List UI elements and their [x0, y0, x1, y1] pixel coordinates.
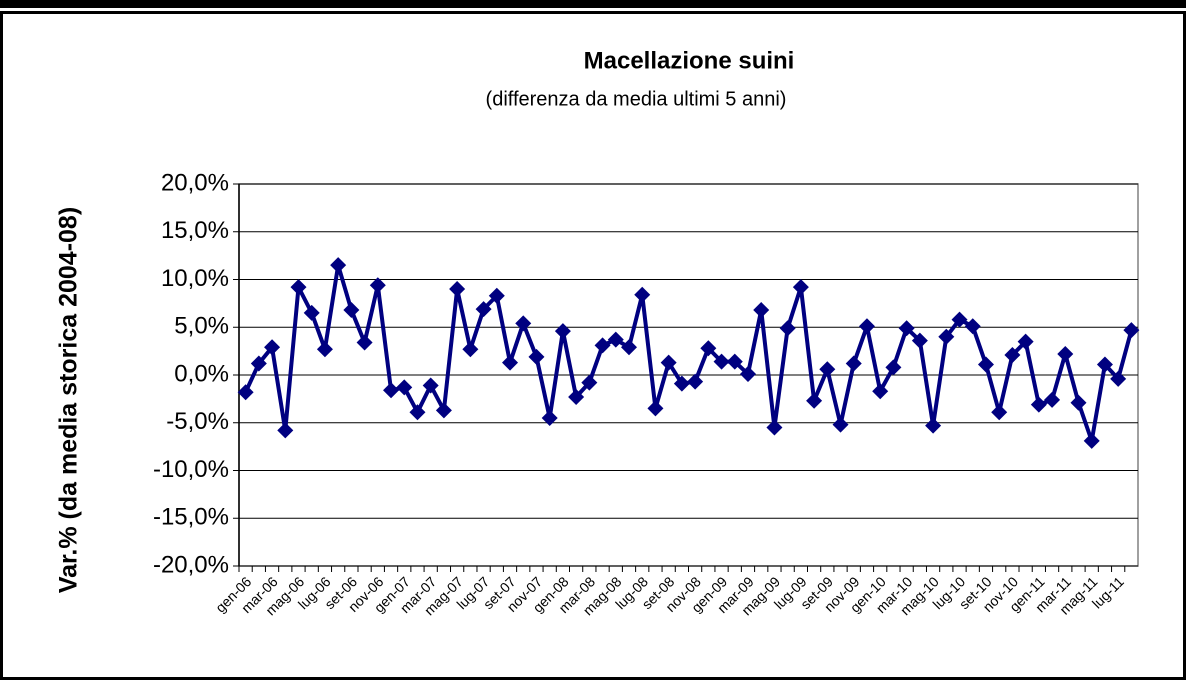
marker [343, 302, 360, 319]
marker [356, 334, 373, 351]
marker [435, 402, 452, 419]
marker [422, 377, 439, 394]
marker [581, 374, 598, 391]
marker [1030, 396, 1047, 413]
marker [528, 348, 545, 365]
marker [819, 361, 836, 378]
marker [911, 332, 928, 349]
marker [938, 328, 955, 345]
marker [739, 366, 756, 383]
marker [237, 384, 254, 401]
marker [607, 331, 624, 348]
marker [621, 339, 638, 356]
marker [925, 417, 942, 434]
marker [250, 355, 267, 372]
y-tick-label: 20,0% [161, 169, 229, 196]
marker [673, 375, 690, 392]
y-tick-label: -5,0% [166, 408, 229, 435]
marker [1083, 432, 1100, 449]
marker [1004, 346, 1021, 363]
marker [1057, 345, 1074, 362]
marker [449, 281, 466, 298]
marker [502, 354, 519, 371]
marker [568, 388, 585, 405]
y-axis-label: Var.% (da media storica 2004-08) [55, 207, 83, 593]
marker [383, 382, 400, 399]
marker [1070, 394, 1087, 411]
marker [885, 359, 902, 376]
marker [541, 409, 558, 426]
marker [845, 355, 862, 372]
marker [277, 422, 294, 439]
marker [964, 318, 981, 335]
marker [515, 315, 532, 332]
marker [330, 257, 347, 274]
chart-title: Macellazione suini [584, 47, 795, 74]
marker [660, 354, 677, 371]
marker [1096, 356, 1113, 373]
marker [264, 339, 281, 356]
marker [316, 341, 333, 358]
marker [303, 304, 320, 321]
marker [594, 337, 611, 354]
marker [1123, 322, 1140, 339]
marker [290, 279, 307, 296]
marker [872, 383, 889, 400]
marker [753, 302, 770, 319]
marker [951, 311, 968, 328]
marker [806, 392, 823, 409]
y-tick-label: -10,0% [153, 456, 229, 483]
top-bar [0, 0, 1186, 8]
marker [647, 400, 664, 417]
marker [396, 379, 413, 396]
marker [977, 356, 994, 373]
marker [832, 416, 849, 433]
marker [792, 279, 809, 296]
y-tick-label: -15,0% [153, 504, 229, 531]
marker [634, 286, 651, 303]
y-tick-label: -20,0% [153, 551, 229, 578]
marker [726, 353, 743, 370]
marker [369, 277, 386, 294]
y-tick-label: 5,0% [174, 313, 229, 340]
marker [462, 341, 479, 358]
marker [1044, 391, 1061, 408]
marker [687, 373, 704, 390]
y-tick-label: 10,0% [161, 265, 229, 292]
marker [898, 320, 915, 337]
y-tick-label: 0,0% [174, 360, 229, 387]
marker [554, 323, 571, 340]
marker [700, 340, 717, 357]
marker [475, 301, 492, 318]
marker [488, 287, 505, 304]
marker [858, 318, 875, 335]
marker [713, 353, 730, 370]
marker [1017, 333, 1034, 350]
chart-subtitle: (differenza da media ultimi 5 anni) [486, 88, 787, 110]
marker [991, 404, 1008, 421]
marker [409, 404, 426, 421]
marker [766, 419, 783, 436]
y-tick-label: 15,0% [161, 217, 229, 244]
marker [779, 320, 796, 337]
marker [1110, 370, 1127, 387]
